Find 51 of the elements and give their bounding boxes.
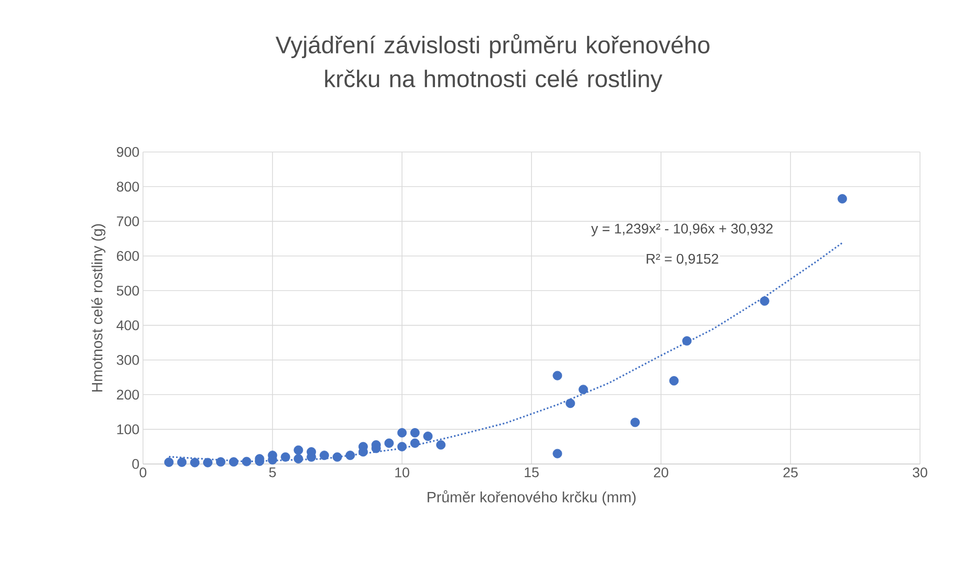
chart-title: Vyjádření závislosti průměru kořenového krčku na hmotnosti celé rostliny bbox=[276, 34, 710, 92]
point bbox=[397, 428, 407, 438]
point bbox=[838, 194, 848, 204]
point bbox=[294, 454, 304, 464]
y-tick-label: 800 bbox=[116, 182, 139, 192]
point bbox=[294, 445, 304, 455]
y-tick-label: 700 bbox=[116, 216, 139, 226]
y-tick-label: 200 bbox=[116, 390, 139, 400]
x-tick-label: 15 bbox=[524, 468, 539, 478]
y-axis-title: Hmotnost celé rostliny (g) bbox=[91, 224, 106, 392]
point bbox=[423, 432, 433, 441]
annotation: R² = 0,9152 bbox=[646, 254, 718, 266]
y-tick-label: 400 bbox=[116, 320, 139, 330]
point bbox=[410, 438, 420, 448]
x-tick-label: 30 bbox=[912, 467, 928, 478]
point bbox=[203, 458, 212, 468]
point bbox=[320, 450, 330, 460]
point bbox=[760, 296, 770, 306]
point bbox=[332, 452, 342, 462]
point bbox=[346, 450, 355, 460]
point bbox=[682, 336, 692, 346]
point bbox=[280, 452, 290, 462]
point bbox=[566, 398, 576, 408]
point bbox=[384, 438, 394, 448]
point bbox=[228, 457, 238, 467]
point bbox=[216, 457, 226, 467]
point bbox=[410, 428, 420, 438]
point bbox=[578, 384, 588, 394]
point bbox=[552, 370, 562, 380]
y-tick-label: 0 bbox=[132, 459, 139, 469]
point bbox=[436, 440, 446, 450]
y-tick-label: 100 bbox=[117, 424, 139, 434]
x-tick-label: 0 bbox=[140, 467, 146, 478]
point bbox=[669, 376, 679, 386]
y-tick-label: 900 bbox=[116, 147, 139, 157]
y-tick-label: 500 bbox=[116, 286, 139, 296]
x-tick-label: 25 bbox=[783, 467, 798, 478]
y-tick-label: 600 bbox=[116, 251, 139, 261]
point bbox=[552, 448, 562, 458]
x-tick-label: 20 bbox=[654, 467, 668, 478]
x-axis-title: Průměr kořenového krčku (mm) bbox=[428, 490, 636, 506]
point bbox=[397, 442, 407, 452]
x-tick-label: 5 bbox=[269, 468, 276, 478]
point bbox=[190, 458, 200, 468]
point bbox=[177, 458, 187, 467]
point bbox=[164, 458, 174, 467]
x-tick-label: 10 bbox=[395, 467, 410, 478]
y-tick-label: 300 bbox=[116, 355, 139, 365]
annotation: y = 1,239x² - 10,96x + 30,932 bbox=[591, 224, 773, 236]
point bbox=[242, 456, 252, 466]
point bbox=[630, 418, 640, 428]
